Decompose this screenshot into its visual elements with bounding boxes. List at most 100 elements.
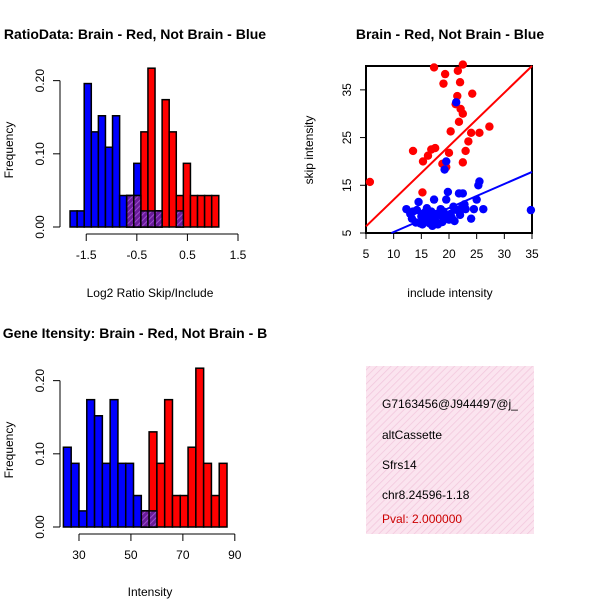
bar-overlap-10 bbox=[140, 210, 149, 228]
bar-not-brain-0 bbox=[69, 210, 78, 228]
point-brain-3 bbox=[418, 157, 428, 166]
bar-not-brain-5 bbox=[104, 146, 114, 228]
point-not-brain-40 bbox=[451, 98, 461, 107]
bar-not-brain-0 bbox=[62, 446, 72, 528]
x-tick-label-5: 30 bbox=[498, 247, 512, 261]
bar-not-brain-6 bbox=[111, 115, 121, 228]
point-brain-17 bbox=[453, 91, 462, 101]
scatter-title: Brain - Red, Not Brain - Blue bbox=[356, 26, 544, 42]
gene-x-axis: 30 50 70 90 bbox=[72, 533, 242, 562]
y-tick-label-2: 0.20 bbox=[33, 369, 47, 393]
bar-brain-2 bbox=[156, 462, 166, 528]
bar-brain-8 bbox=[202, 462, 213, 528]
y-tick-label-2: 25 bbox=[340, 131, 354, 145]
bar-not-brain-1 bbox=[76, 210, 85, 228]
point-brain-0 bbox=[365, 177, 375, 187]
point-not-brain-42 bbox=[440, 165, 449, 174]
bar-brain-8 bbox=[182, 162, 192, 228]
point-not-brain-37 bbox=[458, 189, 468, 198]
bar-brain-6 bbox=[187, 446, 197, 528]
point-brain-11 bbox=[429, 63, 439, 72]
point-not-brain-45 bbox=[472, 195, 481, 204]
point-brain-21 bbox=[468, 89, 477, 98]
x-tick-label-3: 20 bbox=[442, 247, 456, 261]
point-brain-12 bbox=[440, 69, 450, 79]
point-brain-20 bbox=[454, 117, 464, 127]
point-brain-27 bbox=[485, 122, 494, 131]
point-not-brain-47 bbox=[475, 177, 484, 186]
bar-brain-4 bbox=[171, 494, 182, 528]
point-not-brain-51 bbox=[420, 210, 429, 220]
point-brain-13 bbox=[439, 79, 448, 88]
point-brain-2 bbox=[408, 146, 418, 156]
gene-x-label: Intensity bbox=[128, 585, 173, 599]
point-not-brain-32 bbox=[450, 216, 459, 226]
x-tick-label-3: 1.5 bbox=[230, 248, 247, 262]
point-brain-26 bbox=[475, 128, 484, 137]
point-not-brain-48 bbox=[479, 204, 488, 214]
y-tick-label-0: 0.00 bbox=[33, 515, 47, 539]
scatter-x-label: include intensity bbox=[407, 286, 492, 300]
point-not-brain-35 bbox=[455, 210, 465, 220]
point-brain-23 bbox=[461, 146, 470, 156]
y-tick-label-1: 15 bbox=[340, 178, 354, 192]
ratio-y-axis: 0.00 0.10 0.20 bbox=[33, 69, 61, 239]
gene-y-axis: 0.00 0.10 0.20 bbox=[33, 369, 61, 539]
point-brain-6 bbox=[430, 143, 440, 153]
y-tick-label-2: 0.20 bbox=[33, 69, 47, 93]
bar-brain-5 bbox=[179, 494, 189, 528]
scatter-x-axis: 5 10 15 20 25 30 35 bbox=[363, 233, 539, 261]
bar-not-brain-1 bbox=[70, 462, 80, 528]
y-tick-label-1: 0.10 bbox=[33, 442, 47, 466]
point-brain-24 bbox=[464, 137, 473, 146]
gene-histogram-bars bbox=[62, 367, 228, 528]
info-probe-id: G7163456@J944497@j_ bbox=[382, 397, 518, 411]
bar-not-brain-5 bbox=[101, 462, 111, 528]
x-tick-label-2: 70 bbox=[176, 548, 190, 562]
ratio-x-label: Log2 Ratio Skip/Include bbox=[87, 286, 214, 300]
bar-brain-12 bbox=[210, 194, 220, 228]
y-tick-label-3: 35 bbox=[340, 83, 354, 97]
point-not-brain-6 bbox=[414, 197, 423, 207]
scatter-points bbox=[365, 60, 536, 231]
bar-overlap-11 bbox=[148, 510, 158, 528]
scatter-y-axis: 5 15 25 35 bbox=[340, 83, 366, 236]
x-tick-label-2: 0.5 bbox=[179, 248, 196, 262]
point-brain-10 bbox=[446, 127, 455, 136]
x-tick-label-6: 35 bbox=[525, 247, 539, 261]
scatter-y-label: skip intensity bbox=[302, 116, 316, 185]
ratio-x-axis: -1.5 -0.5 0.5 1.5 bbox=[76, 233, 247, 262]
gene-y-label: Frequency bbox=[2, 422, 16, 479]
point-not-brain-43 bbox=[466, 214, 476, 223]
bar-overlap-13 bbox=[175, 210, 185, 228]
info-panel: G7163456@J944497@j_ altCassette Sfrs14 c… bbox=[366, 366, 534, 534]
y-tick-label-0: 0.00 bbox=[33, 215, 47, 239]
fit-line-red bbox=[365, 65, 533, 228]
ratio-histogram-title: RatioData: Brain - Red, Not Brain - Blue bbox=[4, 26, 266, 42]
point-not-brain-27 bbox=[443, 187, 453, 197]
x-tick-label-1: 10 bbox=[387, 247, 401, 261]
point-not-brain-44 bbox=[469, 204, 479, 214]
point-brain-22 bbox=[458, 158, 468, 167]
point-not-brain-5 bbox=[412, 205, 422, 215]
point-brain-4 bbox=[423, 151, 433, 160]
x-tick-label-3: 90 bbox=[228, 548, 242, 562]
gene-intensity-histogram: Gene Itensity: Brain - Red, Not Brain - … bbox=[2, 325, 267, 599]
bar-not-brain-4 bbox=[97, 115, 107, 228]
intensity-scatter: Brain - Red, Not Brain - Blue 5 10 15 20 25 3… bbox=[302, 26, 544, 300]
ratio-histogram-bars bbox=[69, 67, 220, 228]
bar-not-brain-4 bbox=[93, 415, 104, 528]
point-brain-9 bbox=[444, 148, 454, 158]
bar-overlap-8 bbox=[125, 194, 135, 228]
point-not-brain-50 bbox=[429, 195, 439, 204]
point-brain-25 bbox=[466, 128, 476, 137]
bar-brain-11 bbox=[203, 194, 213, 228]
x-tick-label-4: 25 bbox=[470, 247, 484, 261]
bar-brain-5 bbox=[161, 98, 170, 228]
bar-brain-3 bbox=[163, 398, 174, 528]
point-brain-28 bbox=[456, 104, 465, 114]
bar-not-brain-2 bbox=[83, 82, 93, 228]
bar-not-brain-7 bbox=[117, 462, 127, 528]
y-tick-label-1: 0.10 bbox=[33, 142, 47, 166]
